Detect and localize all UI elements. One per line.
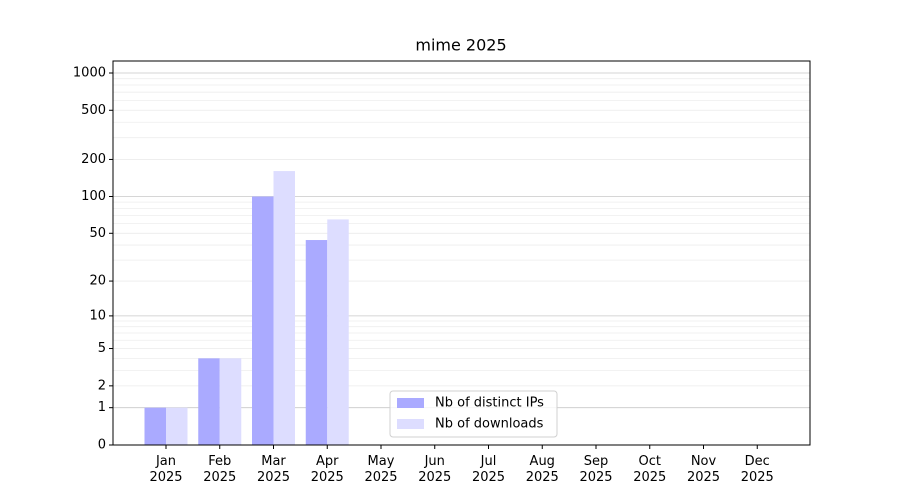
- legend-label: Nb of downloads: [435, 417, 544, 432]
- legend-box: [389, 390, 558, 438]
- bar: [198, 358, 220, 445]
- bar: [166, 407, 188, 445]
- x-tick-label: Mar 2025: [257, 454, 290, 485]
- bar: [252, 196, 274, 445]
- y-tick-label: 20: [89, 274, 106, 289]
- y-tick-label: 200: [81, 152, 106, 167]
- plot-frame: [112, 60, 811, 446]
- x-tick-label: Aug 2025: [526, 454, 559, 485]
- y-tick-label: 100: [81, 189, 106, 204]
- y-tick-label: 2: [98, 378, 106, 393]
- x-tick-label: Sep 2025: [579, 454, 612, 485]
- legend-swatch: [397, 398, 424, 408]
- x-tick-label: Feb 2025: [203, 454, 236, 485]
- y-tick-label: 0: [98, 438, 106, 453]
- bar: [219, 358, 242, 445]
- x-tick-label: Dec 2025: [741, 454, 774, 485]
- x-tick-label: Jul 2025: [472, 454, 505, 485]
- chart-title: mime 2025: [415, 36, 506, 55]
- legend-swatch: [397, 419, 424, 429]
- bar: [273, 171, 295, 446]
- y-tick-label: 50: [89, 226, 106, 241]
- y-tick-label: 5: [98, 341, 106, 356]
- y-tick-label: 10: [89, 308, 106, 323]
- x-tick-label: Nov 2025: [687, 454, 720, 485]
- x-tick-label: Jun 2025: [418, 454, 451, 485]
- x-tick-label: Apr 2025: [311, 454, 344, 485]
- legend-label: Nb of distinct IPs: [435, 396, 544, 411]
- bar: [144, 407, 166, 445]
- bar: [327, 219, 349, 445]
- y-tick-label: 1: [98, 400, 106, 415]
- y-tick-label: 1000: [73, 66, 106, 81]
- y-tick-label: 500: [81, 103, 106, 118]
- x-tick-label: May 2025: [364, 454, 397, 485]
- x-tick-label: Jan 2025: [149, 454, 182, 485]
- bar: [305, 240, 328, 445]
- x-tick-label: Oct 2025: [633, 454, 666, 485]
